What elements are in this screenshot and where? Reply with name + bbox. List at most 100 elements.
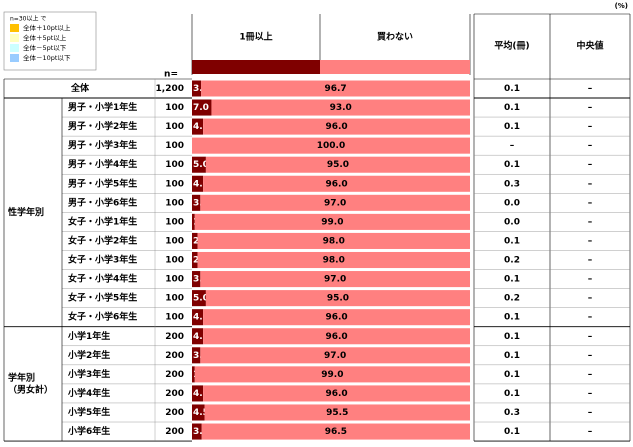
data-label: 100.0 [317, 141, 345, 151]
data-label: 3.5 [193, 427, 209, 437]
bar-segment [201, 423, 471, 440]
bar-segment [201, 80, 470, 97]
row-label: 小学5年生 [67, 406, 110, 418]
bar-segment [192, 213, 195, 230]
bar-segment [200, 347, 470, 364]
bar-segment [205, 156, 470, 173]
bar-segment [192, 232, 198, 249]
average: 0.3 [504, 408, 520, 418]
bar-segment [192, 194, 201, 211]
average: 0.1 [504, 351, 520, 361]
row-label: 女子・小学4年生 [68, 273, 137, 285]
median: – [588, 198, 593, 208]
data-label: 99.0 [321, 370, 343, 380]
bar-segment [203, 328, 470, 345]
bar-segment [192, 271, 201, 288]
n-value: 100 [165, 160, 184, 170]
legend-bar [320, 60, 470, 74]
data-label: 96.5 [325, 427, 347, 437]
bar-segment [205, 290, 470, 307]
legend-box [3, 11, 97, 71]
row-label: 女子・小学1年生 [68, 215, 137, 227]
row-label: 全体 [70, 82, 90, 94]
median: – [588, 84, 593, 94]
legend-label: 全体－5pt以下 [23, 43, 67, 52]
bar-segment [192, 80, 202, 97]
bar-segment [203, 118, 470, 135]
unit-label: (%) [615, 2, 628, 10]
data-label: 95.0 [327, 294, 349, 304]
average: 0.1 [504, 84, 520, 94]
row-label: 女子・小学3年生 [68, 254, 137, 266]
n-value: 200 [165, 389, 184, 399]
bar-segment [192, 156, 206, 173]
average: 0.1 [504, 122, 520, 132]
median: – [588, 256, 593, 266]
bar-segment [192, 347, 201, 364]
series-header: 買わない [377, 32, 413, 43]
median: – [588, 122, 593, 132]
row-label: 男子・小学2年生 [68, 120, 137, 132]
average: 0.1 [504, 103, 520, 113]
median: – [588, 160, 593, 170]
row-label: 小学1年生 [67, 330, 110, 342]
data-label: 4.0 [193, 332, 209, 342]
data-label: 95.5 [326, 408, 348, 418]
row-label: 男子・小学5年生 [68, 177, 137, 189]
data-label: 97.0 [324, 351, 346, 361]
n-value: 100 [165, 103, 184, 113]
legend-swatch [10, 34, 19, 42]
row-label: 女子・小学6年生 [68, 311, 137, 323]
row-label: 男子・小学6年生 [68, 196, 137, 208]
bar-segment [192, 137, 470, 154]
data-label: 98.0 [323, 236, 345, 246]
median: – [588, 275, 593, 285]
bar-segment [192, 251, 198, 269]
bar-segment [200, 194, 470, 211]
median: – [588, 427, 593, 437]
average: – [510, 141, 515, 151]
median: – [588, 370, 593, 380]
data-label: 96.0 [325, 122, 347, 132]
n-value: 200 [165, 351, 184, 361]
average: 0.1 [504, 160, 520, 170]
legend-label: 全体－10pt以下 [23, 53, 71, 62]
legend-label: 全体＋5pt以上 [23, 33, 67, 42]
data-label: 4.5 [193, 408, 209, 418]
row-label: 小学3年生 [67, 368, 110, 380]
average: 0.1 [504, 370, 520, 380]
n-value: 100 [165, 236, 184, 246]
median: – [588, 389, 593, 399]
median: – [588, 179, 593, 189]
bar-segment [197, 251, 470, 269]
data-label: 96.0 [325, 179, 347, 189]
legend-bar [192, 60, 320, 74]
n-value: 200 [165, 370, 184, 380]
median: – [588, 103, 593, 113]
row-label: 男子・小学1年生 [68, 101, 137, 113]
average: 0.1 [504, 389, 520, 399]
legend-swatch [10, 54, 19, 62]
group-label: 学年別 [8, 371, 35, 383]
average: 0.1 [504, 427, 520, 437]
row-label: 小学4年生 [67, 387, 110, 399]
bar-segment [192, 118, 204, 135]
average: 0.0 [504, 217, 520, 227]
median: – [588, 332, 593, 342]
group-label: （男女計） [8, 383, 53, 395]
bar-segment [197, 232, 470, 249]
n-value: 100 [165, 294, 184, 304]
median: – [588, 217, 593, 227]
n-value: 200 [165, 427, 184, 437]
bar-segment [203, 385, 470, 402]
median: – [588, 236, 593, 246]
bar-segment [192, 423, 202, 440]
average: 0.1 [504, 275, 520, 285]
bar-segment [192, 175, 204, 192]
data-label: 5.0 [193, 294, 209, 304]
n-value: 100 [165, 217, 184, 227]
data-label: 96.0 [325, 332, 347, 342]
average: 0.2 [504, 294, 520, 304]
n-value: 100 [165, 275, 184, 285]
